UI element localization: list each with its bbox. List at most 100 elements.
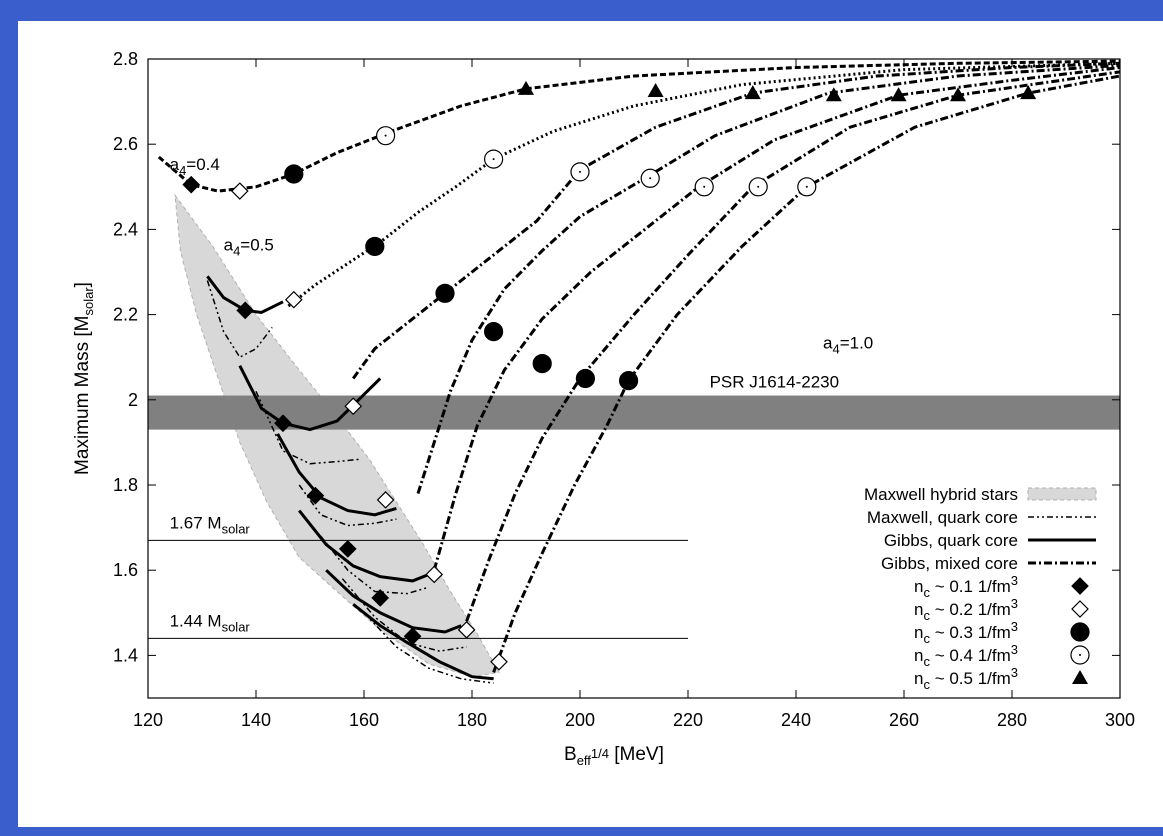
legend-label-9-part: n	[914, 669, 923, 688]
y-tick-label-0: 1.4	[113, 645, 138, 665]
y-tick-label-0-part: 1.4	[113, 645, 138, 665]
legend-label-8-part: n	[914, 646, 923, 665]
legend-label-6-part: ~ 0.2 1/fm	[930, 600, 1011, 619]
y-tick-label-1-part: 1.6	[113, 560, 138, 580]
legend-label-5: nc ~ 0.1 1/fm3	[914, 573, 1018, 600]
marker-circle-filled-3	[435, 283, 455, 303]
marker-diamond-filled-1	[182, 175, 201, 194]
legend-label-6-part: n	[914, 600, 923, 619]
reference-line-label-1: 1.67 Msolar	[170, 513, 251, 536]
y-axis-label-part: ]	[72, 282, 93, 287]
legend-swatch-region	[1027, 487, 1097, 501]
marker-circle-open-6-dot	[757, 185, 760, 188]
marker-diamond-open-2	[284, 290, 303, 309]
y-tick-label-2-part: 1.8	[113, 475, 138, 495]
legend-label-5-part: 3	[1011, 573, 1018, 588]
legend-marker-circle-filled	[1070, 622, 1090, 642]
a4-annotation-2-part: =0.5	[240, 236, 274, 255]
marker-diamond-filled-6	[371, 589, 390, 607]
series-group	[157, 59, 1120, 684]
maxwell-quark-curve-3	[298, 484, 397, 527]
reference-line-label-2-part: solar	[222, 619, 251, 634]
gibbs-quark-curve-5	[325, 569, 462, 634]
marker-diamond-filled-4	[306, 486, 325, 505]
legend-label-5-part: c	[923, 585, 930, 600]
reference-line-label-1-part: 1.67 M	[170, 513, 222, 532]
y-tick-label-7-part: 2.8	[113, 49, 138, 69]
maxwell-quark-curve-6	[363, 612, 494, 684]
legend-label-6-part: c	[923, 608, 930, 623]
marker-diamond-open-1	[230, 182, 249, 200]
legend-label-5-part: ~ 0.1 1/fm	[930, 577, 1011, 596]
x-tick-label-3: 180	[457, 710, 487, 730]
gibbs-quark-curve-4	[298, 509, 430, 583]
marker-circle-filled-2	[365, 236, 385, 257]
marker-diamond-open-7	[490, 652, 508, 671]
marker-circle-filled-1	[284, 164, 304, 184]
legend-marker-triangle-filled	[1072, 670, 1088, 684]
a4-annotation-1-part: 4	[179, 163, 186, 178]
a4-annotation-1-part: a	[170, 155, 180, 174]
x-axis-label-part: 1/4	[591, 746, 609, 761]
legend-label-5-part: n	[914, 577, 923, 596]
a4-annotation-2-part: 4	[233, 244, 240, 259]
legend-label-9-part: c	[923, 677, 930, 692]
marker-circle-open-4-dot	[649, 177, 652, 180]
legend-label-6-part: 3	[1011, 596, 1018, 611]
x-tick-label-9: 300	[1105, 710, 1135, 730]
x-tick-label-3-part: 180	[457, 710, 487, 730]
legend-label-4: Gibbs, mixed core	[881, 554, 1018, 573]
y-tick-label-4: 2.2	[113, 305, 138, 325]
legend-label-2-part: Maxwell, quark core	[867, 508, 1018, 527]
legend-label-9-part: ~ 0.5 1/fm	[930, 669, 1011, 688]
marker-diamond-open-3	[344, 397, 363, 416]
marker-circle-filled-5	[532, 353, 552, 374]
marker-diamond-filled-7	[403, 627, 422, 646]
legend-label-7-part: ~ 0.3 1/fm	[930, 623, 1011, 642]
a4-annotation-3: a4=1.0	[823, 334, 873, 357]
legend-label-6: nc ~ 0.2 1/fm3	[914, 596, 1018, 623]
marker-diamond-open-5	[425, 565, 444, 584]
marker-diamond-filled-5	[338, 540, 357, 558]
legend-label-7: nc ~ 0.3 1/fm3	[914, 619, 1018, 646]
x-axis-label-part: B	[564, 744, 577, 765]
x-tick-label-2: 160	[349, 710, 379, 730]
psr-band-label-part: PSR J1614-2230	[710, 373, 839, 392]
marker-diamond-filled-3	[274, 414, 292, 433]
legend-label-7-part: c	[923, 631, 930, 646]
x-tick-label-4: 200	[565, 710, 595, 730]
x-axis-label: Beff1/4 [MeV]	[564, 744, 664, 768]
a4-annotation-3-part: 4	[832, 342, 839, 357]
marker-triangle-filled-1	[518, 80, 534, 95]
y-axis-label: Maximum Mass [Msolar]	[72, 282, 96, 475]
x-tick-label-6-part: 240	[781, 710, 811, 730]
y-tick-label-4-part: 2.2	[113, 305, 138, 325]
x-tick-label-1: 140	[241, 710, 271, 730]
a4-annotation-2-part: a	[224, 236, 234, 255]
legend: Maxwell hybrid stars Maxwell, quark core G…	[864, 485, 1097, 692]
psr-band	[148, 395, 1120, 430]
marker-triangle-filled-7	[1020, 85, 1037, 100]
legend-label-2: Maxwell, quark core	[867, 508, 1018, 527]
marker-circle-open-1-dot	[384, 134, 387, 137]
gibbs-mixed-curve-2	[287, 61, 1120, 308]
a4-annotation-2: a4=0.5	[224, 236, 274, 259]
legend-label-8: nc ~ 0.4 1/fm3	[914, 642, 1018, 669]
legend-label-8-part: 3	[1011, 642, 1018, 657]
psr-band-label: PSR J1614-2230	[710, 373, 839, 392]
x-tick-label-7-part: 260	[889, 710, 919, 730]
y-tick-label-7: 2.8	[113, 49, 138, 69]
marker-circle-filled-7	[618, 371, 639, 391]
gibbs-mixed-curve-5	[432, 66, 1120, 571]
gibbs-mixed-curve-7	[492, 74, 1120, 673]
x-tick-label-5: 220	[673, 710, 703, 730]
reference-line-label-2: 1.44 Msolar	[170, 611, 251, 634]
legend-label-8-part: ~ 0.4 1/fm	[930, 646, 1011, 665]
legend-label-9: nc ~ 0.5 1/fm3	[914, 665, 1018, 692]
legend-marker-diamond-filled	[1071, 577, 1089, 595]
gibbs-mixed-curve-4	[416, 63, 1120, 494]
legend-label-3-part: Gibbs, quark core	[884, 531, 1018, 550]
x-tick-label-8-part: 280	[997, 710, 1027, 730]
